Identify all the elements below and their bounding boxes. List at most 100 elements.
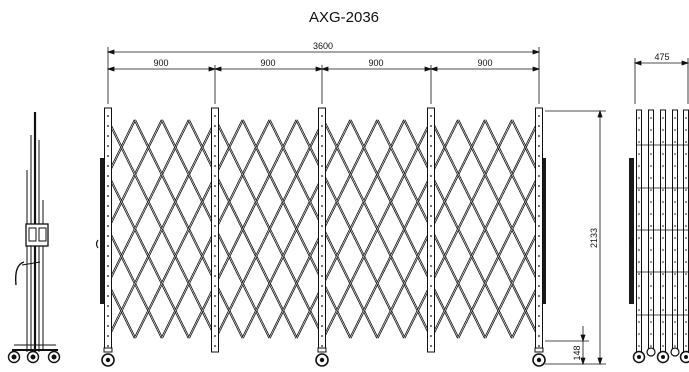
pole-rivet — [214, 265, 216, 267]
pole-rivet — [321, 225, 323, 227]
folded-pole-rivet — [685, 213, 687, 215]
lattice-bar-highlight — [134, 119, 243, 339]
pole-rivet — [321, 205, 323, 207]
folded-pole — [648, 109, 654, 353]
folded-pole-rivet — [650, 201, 652, 203]
folded-pole-rivet — [650, 189, 652, 191]
pole-rivet — [321, 185, 323, 187]
folded-pole — [660, 109, 666, 353]
lattice-bar-highlight — [215, 119, 324, 339]
folded-pole — [683, 109, 689, 353]
lattice-bar-highlight — [431, 119, 540, 339]
folded-pole-rivet — [674, 141, 676, 143]
pole-rivet — [430, 255, 432, 257]
pole-rivet — [214, 225, 216, 227]
folded-pole-rivet — [685, 273, 687, 275]
folded-pole-rivet — [638, 177, 640, 179]
pole-rivet — [430, 315, 432, 317]
pole-rivet — [538, 325, 540, 327]
pole-rivet — [430, 115, 432, 117]
pole-rivet — [538, 255, 540, 257]
folded-pole-rivet — [662, 345, 664, 347]
pole-rivet — [538, 275, 540, 277]
folded-caster-wheel — [646, 347, 656, 357]
folded-pole-rivet — [662, 129, 664, 131]
end-panels — [95, 158, 546, 304]
pole-rivet — [538, 345, 540, 347]
folded-pole-rivet — [650, 309, 652, 311]
pole-rivet — [538, 265, 540, 267]
folded-pole-rivet — [650, 261, 652, 263]
pole-rivet — [430, 175, 432, 177]
pole-rivet — [430, 305, 432, 307]
lattice-bar-highlight — [188, 119, 297, 339]
folded-pole-rivet — [662, 333, 664, 335]
pole-rivet — [430, 285, 432, 287]
folded-pole-rivet — [662, 261, 664, 263]
width-dimension-lines — [106, 47, 541, 104]
pole-rivet — [107, 165, 109, 167]
folded-pole-rivet — [638, 249, 640, 251]
model-title: AXG-2036 — [309, 9, 379, 26]
handle-left — [95, 239, 99, 249]
folded-pole-rivet — [650, 273, 652, 275]
folded-pole-rivet — [638, 321, 640, 323]
pole-rivet — [321, 335, 323, 337]
folded-pole-rivet — [662, 201, 664, 203]
pole-rivet — [430, 145, 432, 147]
folded-pole-rivet — [638, 225, 640, 227]
pole-rivet — [107, 325, 109, 327]
caster-bracket — [103, 347, 113, 353]
folded-pole-rivet — [638, 237, 640, 239]
pole-rivet — [430, 185, 432, 187]
pole-rivet — [214, 245, 216, 247]
folded-pole-rivet — [674, 249, 676, 251]
folded-pole-rivet — [650, 177, 652, 179]
pole-rivet — [321, 235, 323, 237]
pole-rivet — [538, 285, 540, 287]
pole-rivet — [107, 265, 109, 267]
pole-rivet — [538, 125, 540, 127]
pole-rivet — [214, 325, 216, 327]
pole-rivet — [321, 305, 323, 307]
pole-rivet — [107, 115, 109, 117]
pole-rivet — [214, 145, 216, 147]
pole-rivet — [214, 305, 216, 307]
pole-rivet — [107, 225, 109, 227]
folded-pole-rivet — [662, 165, 664, 167]
folded-pole-rivet — [685, 129, 687, 131]
height-dimension-lines — [545, 109, 606, 366]
pole-rivet — [107, 135, 109, 137]
folded-pole-rivet — [650, 345, 652, 347]
pole-rivet — [107, 295, 109, 297]
folded-pole-rivet — [638, 153, 640, 155]
gate-casters — [101, 347, 546, 367]
folded-pole-rivet — [638, 261, 640, 263]
folded-pole-rivet — [674, 333, 676, 335]
folded-pole-rivet — [674, 117, 676, 119]
folded-pole-rivet — [685, 117, 687, 119]
pole-rivet — [107, 175, 109, 177]
pole-rivet — [430, 345, 432, 347]
pole-rivet — [214, 155, 216, 157]
pole-rivet — [430, 295, 432, 297]
folded-pole-rivet — [685, 309, 687, 311]
folded-pole-rivet — [685, 285, 687, 287]
pole-rivet — [107, 275, 109, 277]
folded-pole-rivet — [638, 129, 640, 131]
pole-rivet — [214, 135, 216, 137]
folded-pole-rivet — [662, 189, 664, 191]
pole-rivet — [430, 195, 432, 197]
caster-hub — [319, 357, 325, 363]
folded-pole-rivet — [674, 273, 676, 275]
folded-caster-hub — [661, 355, 665, 359]
lattice-bar-highlight — [350, 119, 459, 339]
folded-pole-rivet — [685, 333, 687, 335]
pole-rivet — [214, 295, 216, 297]
pole-rivet — [430, 225, 432, 227]
pole-rivet — [430, 325, 432, 327]
folded-pole-rivet — [638, 297, 640, 299]
folded-pole-rivet — [650, 249, 652, 251]
folded-pole-rivet — [674, 297, 676, 299]
